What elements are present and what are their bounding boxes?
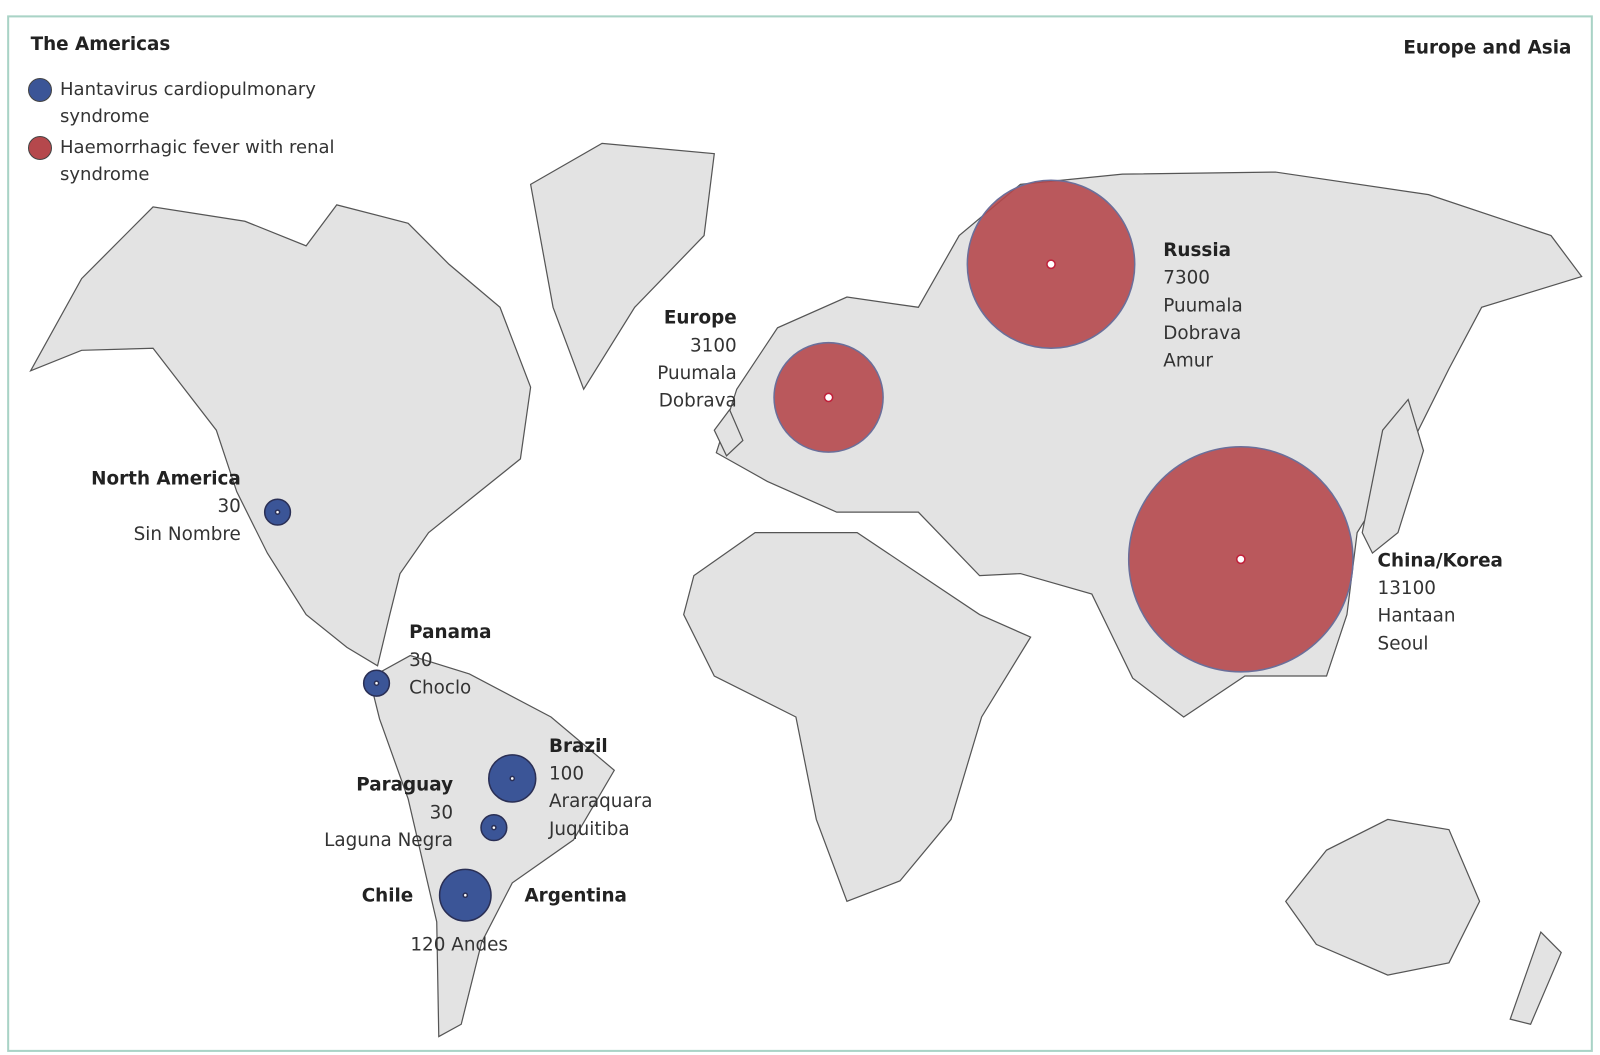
legend-label: Haemorrhagic fever with renal syndrome xyxy=(60,137,335,185)
bubble-centre xyxy=(1046,259,1056,270)
legend-label: Hantavirus cardiopulmonary syndrome xyxy=(60,79,316,127)
bubble-centre xyxy=(491,824,497,831)
eurasia xyxy=(715,171,1583,718)
region-name: Chile xyxy=(362,885,414,906)
virus-name: Puumala xyxy=(657,363,737,384)
japan xyxy=(1361,398,1425,555)
australia xyxy=(1284,818,1481,976)
uk xyxy=(713,408,744,457)
region-name: Russia xyxy=(1163,240,1231,261)
new-zealand xyxy=(1509,930,1562,1025)
region-name: Europe xyxy=(664,308,737,329)
virus-name: Dobrava xyxy=(1163,323,1241,344)
region-line: 120 Andes xyxy=(410,934,508,955)
bubble-centre xyxy=(1235,554,1246,565)
right-title: Europe and Asia xyxy=(1403,37,1571,58)
virus-name: Laguna Negra xyxy=(324,830,453,851)
virus-name: Seoul xyxy=(1378,633,1429,654)
case-count: 120 xyxy=(410,934,445,955)
case-count: 7300 xyxy=(1163,268,1210,289)
continents xyxy=(29,142,1583,1038)
case-count: 3100 xyxy=(690,335,737,356)
case-count: 30 xyxy=(430,802,453,823)
virus-name: Dobrava xyxy=(659,391,737,412)
north-america xyxy=(29,204,532,667)
region-name: China/Korea xyxy=(1378,550,1503,571)
legend-item: Haemorrhagic fever with renal syndrome xyxy=(28,134,358,188)
bubble-centre xyxy=(373,680,380,687)
case-count: 30 xyxy=(409,650,432,671)
legend-swatch xyxy=(28,78,52,102)
bubble-centre xyxy=(509,775,516,782)
virus-name: Puumala xyxy=(1163,295,1243,316)
case-count: 13100 xyxy=(1378,578,1436,599)
bubble-centre xyxy=(274,509,281,515)
virus-name: Araraquara xyxy=(549,791,652,812)
virus-name: Hantaan xyxy=(1378,606,1456,627)
virus-name: Choclo xyxy=(409,677,471,698)
legend-item: Hantavirus cardiopulmonary syndrome xyxy=(28,76,358,130)
case-count: 100 xyxy=(549,763,584,784)
bubbles xyxy=(263,179,1354,922)
legend: Hantavirus cardiopulmonary syndrome Haemo… xyxy=(28,76,358,192)
legend-swatch xyxy=(28,136,52,160)
africa xyxy=(683,532,1032,903)
region-name: Argentina xyxy=(524,885,626,906)
case-count: 30 xyxy=(217,496,240,517)
greenland xyxy=(529,142,715,391)
region-name: Panama xyxy=(409,622,491,643)
south-america xyxy=(368,654,616,1038)
virus-name: Juquitiba xyxy=(548,819,630,840)
virus-name: Andes xyxy=(451,934,508,955)
virus-name: Amur xyxy=(1163,351,1213,372)
bubble-centre xyxy=(462,892,469,899)
virus-name: Sin Nombre xyxy=(134,524,241,545)
left-title: The Americas xyxy=(31,34,171,55)
bubble-centre xyxy=(823,392,834,403)
labels: North America 30 Sin Nombre Panama 30 Choclo B… xyxy=(91,240,1503,955)
region-name: North America xyxy=(91,468,241,489)
region-name: Paraguay xyxy=(356,775,453,796)
region-name: Brazil xyxy=(549,736,608,757)
